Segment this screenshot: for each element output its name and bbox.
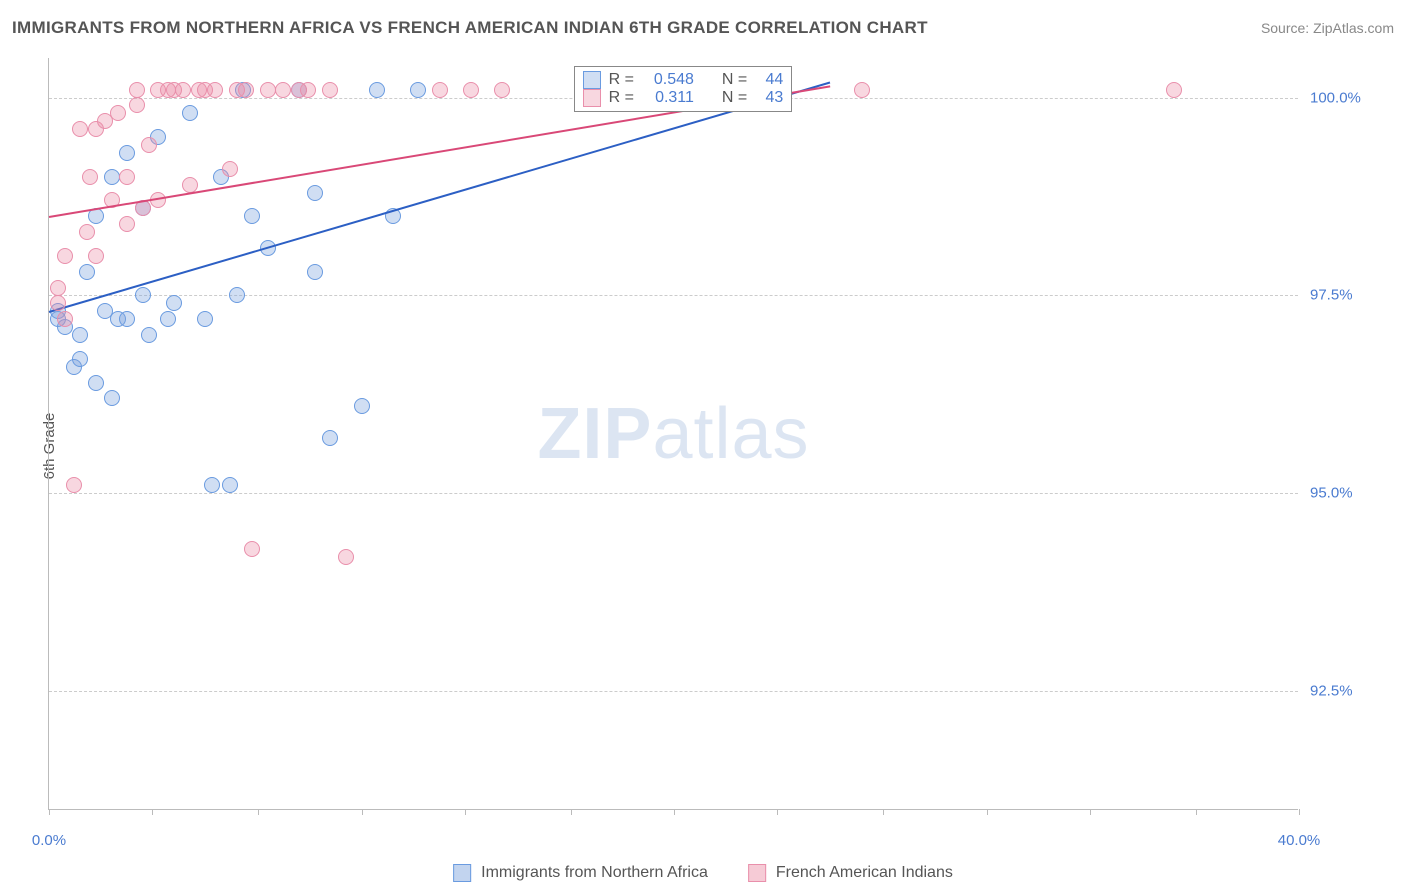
x-tick <box>362 809 363 815</box>
scatter-point <box>175 82 191 98</box>
scatter-point <box>66 477 82 493</box>
x-tick <box>152 809 153 815</box>
gridline-h <box>49 493 1298 494</box>
x-tick <box>674 809 675 815</box>
x-tick <box>777 809 778 815</box>
scatter-point <box>88 248 104 264</box>
scatter-point <box>104 169 120 185</box>
x-tick <box>571 809 572 815</box>
scatter-point <box>182 177 198 193</box>
scatter-point <box>50 295 66 311</box>
scatter-point <box>182 105 198 121</box>
scatter-point <box>244 541 260 557</box>
correlation-legend: R =0.548 N =44R =0.311 N =43 <box>574 66 793 112</box>
legend-label: French American Indians <box>776 864 953 882</box>
scatter-point <box>354 398 370 414</box>
y-tick-label: 97.5% <box>1310 287 1390 304</box>
scatter-point <box>222 477 238 493</box>
source-label: Source: <box>1261 20 1309 36</box>
scatter-point <box>432 82 448 98</box>
x-tick <box>465 809 466 815</box>
scatter-point <box>79 264 95 280</box>
scatter-point <box>410 82 426 98</box>
scatter-point <box>129 97 145 113</box>
scatter-point <box>119 216 135 232</box>
scatter-point <box>244 208 260 224</box>
y-tick-label: 100.0% <box>1310 89 1390 106</box>
scatter-point <box>275 82 291 98</box>
scatter-point <box>307 185 323 201</box>
scatter-point <box>1166 82 1182 98</box>
scatter-point <box>166 295 182 311</box>
scatter-point <box>72 351 88 367</box>
legend-swatch <box>583 71 601 89</box>
scatter-point <box>141 137 157 153</box>
x-tick <box>1196 809 1197 815</box>
scatter-point <box>229 287 245 303</box>
legend-label: Immigrants from Northern Africa <box>481 864 708 882</box>
scatter-point <box>300 82 316 98</box>
x-tick-label: 0.0% <box>32 832 66 849</box>
scatter-point <box>238 82 254 98</box>
scatter-point <box>119 169 135 185</box>
scatter-point <box>369 82 385 98</box>
scatter-point <box>160 311 176 327</box>
scatter-point <box>322 82 338 98</box>
correlation-legend-row: R =0.548 N =44 <box>583 71 784 89</box>
scatter-point <box>72 327 88 343</box>
scatter-point <box>119 311 135 327</box>
scatter-point <box>322 430 338 446</box>
x-tick-label: 40.0% <box>1278 832 1321 849</box>
scatter-point <box>260 82 276 98</box>
x-tick <box>1299 809 1300 815</box>
legend-swatch <box>583 89 601 107</box>
scatter-point <box>338 549 354 565</box>
source-name: ZipAtlas.com <box>1313 20 1394 36</box>
correlation-legend-row: R =0.311 N =43 <box>583 89 784 107</box>
y-tick-label: 95.0% <box>1310 485 1390 502</box>
scatter-point <box>79 224 95 240</box>
scatter-point <box>104 390 120 406</box>
chart-header: IMMIGRANTS FROM NORTHERN AFRICA VS FRENC… <box>12 18 1394 38</box>
scatter-point <box>307 264 323 280</box>
scatter-point <box>463 82 479 98</box>
scatter-point <box>197 311 213 327</box>
scatter-point <box>57 248 73 264</box>
chart-plot-area: ZIPatlas 92.5%95.0%97.5%100.0%0.0%40.0%R… <box>48 58 1298 810</box>
chart-title: IMMIGRANTS FROM NORTHERN AFRICA VS FRENC… <box>12 18 928 38</box>
scatter-point <box>110 105 126 121</box>
watermark-text: ZIPatlas <box>537 393 809 475</box>
scatter-point <box>141 327 157 343</box>
legend-swatch <box>453 864 471 882</box>
x-tick <box>258 809 259 815</box>
scatter-point <box>135 287 151 303</box>
scatter-point <box>50 280 66 296</box>
scatter-point <box>494 82 510 98</box>
gridline-h <box>49 691 1298 692</box>
scatter-point <box>88 375 104 391</box>
scatter-point <box>222 161 238 177</box>
source-attribution: Source: ZipAtlas.com <box>1261 20 1394 36</box>
scatter-point <box>119 145 135 161</box>
scatter-point <box>82 169 98 185</box>
scatter-point <box>129 82 145 98</box>
legend-bottom: Immigrants from Northern Africa French Am… <box>453 864 953 882</box>
x-tick <box>987 809 988 815</box>
legend-item: French American Indians <box>748 864 953 882</box>
x-tick <box>883 809 884 815</box>
scatter-point <box>854 82 870 98</box>
scatter-point <box>207 82 223 98</box>
legend-item: Immigrants from Northern Africa <box>453 864 708 882</box>
scatter-point <box>57 311 73 327</box>
x-tick <box>1090 809 1091 815</box>
x-tick <box>49 809 50 815</box>
scatter-point <box>204 477 220 493</box>
scatter-point <box>72 121 88 137</box>
legend-swatch <box>748 864 766 882</box>
y-tick-label: 92.5% <box>1310 683 1390 700</box>
